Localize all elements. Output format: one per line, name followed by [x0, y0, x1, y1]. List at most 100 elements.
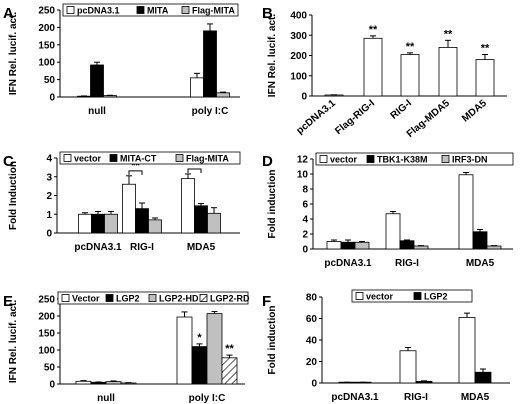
y-tick-label: 4 [46, 154, 52, 165]
y-tick-label: 400 [290, 11, 307, 22]
y-tick-label: 10 [297, 170, 309, 181]
bar [400, 54, 420, 97]
legend-swatch [109, 154, 118, 162]
bar [221, 357, 238, 385]
bar [458, 317, 476, 384]
bar [472, 231, 488, 250]
legend-swatch [148, 294, 157, 302]
x-tick-label: RIG-I [389, 98, 415, 122]
significance-mark: * [197, 332, 202, 344]
bar [413, 245, 429, 250]
bar [475, 59, 495, 97]
y-tick-label: 60 [306, 314, 318, 325]
y-tick-label: 40 [306, 336, 318, 347]
y-tick-label: 3 [46, 172, 52, 183]
legend-label: LGP2-HD [159, 294, 199, 304]
bar [354, 241, 370, 250]
bar [458, 174, 474, 250]
bar [90, 381, 107, 385]
bar [438, 47, 458, 97]
legend-label: TBK1-K38M [377, 155, 428, 165]
legend-label: vector [330, 155, 358, 165]
significance-mark: ** [444, 28, 453, 40]
panel-label: C [3, 153, 14, 170]
legend-label: MITA [147, 6, 169, 16]
y-tick-label: 250 [38, 295, 55, 306]
y-tick-label: 0 [46, 229, 52, 240]
bar [486, 245, 502, 250]
y-axis-title: Fold induction [267, 170, 278, 239]
significance-mark: ** [225, 343, 234, 355]
legend-box [59, 151, 241, 165]
x-tick-label: pcDNA3.1 [295, 98, 339, 137]
y-tick-label: 2 [302, 230, 308, 241]
panel-label: A [3, 5, 14, 22]
legend-swatch [366, 155, 375, 163]
bar [191, 346, 208, 385]
y-tick-label: 80 [306, 293, 318, 304]
bar [326, 241, 342, 250]
y-tick-label: 0 [302, 245, 308, 256]
bar [190, 77, 204, 98]
y-axis-title: IFN Rel. lucif. act. [8, 12, 19, 96]
bar [207, 212, 221, 234]
y-tick-label: 150 [38, 40, 55, 51]
legend-swatch [413, 292, 422, 300]
x-tick-label: poly I:C [192, 106, 229, 117]
y-tick-label: 4 [302, 215, 308, 226]
x-tick-label: MDA5 [460, 98, 489, 125]
legend-label: LGP2 [424, 292, 448, 302]
x-tick-label: null [97, 393, 115, 404]
y-axis-title: Fold induction [267, 306, 278, 375]
y-tick-label: 0 [301, 92, 307, 103]
significance-mark: ** [406, 41, 415, 53]
bar [399, 350, 417, 384]
legend-swatch [105, 294, 114, 302]
legend: vector LGP2 [351, 289, 473, 303]
y-tick-label: 6 [302, 200, 308, 211]
legend-swatch [61, 294, 70, 302]
legend-label: pcDNA3.1 [77, 6, 120, 16]
y-tick-label: 8 [302, 185, 308, 196]
y-tick-label: 50 [44, 363, 56, 374]
legend-swatch [63, 154, 72, 162]
bar [122, 183, 136, 234]
y-tick-label: 200 [290, 51, 307, 62]
bar [90, 64, 104, 98]
bar [181, 178, 195, 234]
y-tick-label: 0 [49, 380, 55, 391]
x-tick-label: null [88, 106, 106, 117]
legend-label: vector [74, 154, 102, 164]
y-tick-label: 2 [46, 191, 52, 202]
y-tick-label: 100 [38, 58, 55, 69]
bar [340, 241, 356, 250]
bar [385, 213, 401, 250]
bar [91, 213, 105, 234]
legend-swatch [441, 155, 450, 163]
panel-label: F [262, 293, 271, 310]
significance-mark: ** [131, 160, 140, 172]
legend-swatch [355, 292, 364, 300]
y-tick-label: 150 [38, 329, 55, 340]
x-tick-label: pcDNA3.1 [331, 392, 379, 403]
legend: Vector LGP2 LGP2-HD LGP2-RD [57, 291, 250, 305]
panel-label: D [262, 153, 273, 170]
bar [203, 30, 217, 98]
legend: vector MITA-CT Flag-MITA [59, 151, 241, 165]
bar [104, 213, 118, 234]
y-tick-label: 100 [38, 346, 55, 357]
y-tick-label: 1 [46, 210, 52, 221]
y-tick-label: 100 [290, 71, 307, 82]
panel-label: E [3, 293, 13, 310]
x-tick-label: Flag-MDA5 [405, 98, 452, 140]
x-tick-label: MDA5 [187, 242, 216, 253]
significance-bracket [128, 170, 143, 175]
x-tick-label: RIG-I [404, 392, 428, 403]
bar [206, 313, 223, 385]
x-tick-label: RIG-I [130, 242, 154, 253]
